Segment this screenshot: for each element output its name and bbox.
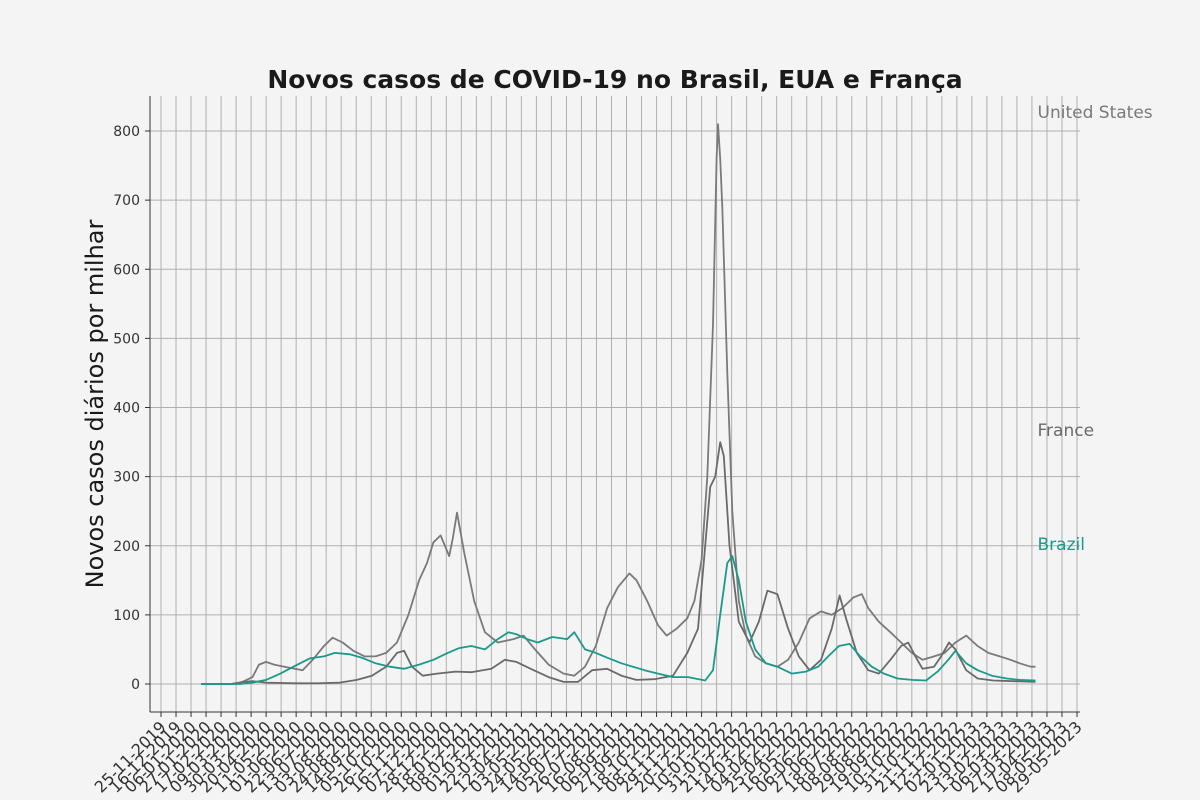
y-tick-label: 300 [113, 470, 140, 486]
series-line-brazil [201, 555, 1036, 685]
chart-title: Novos casos de COVID-19 no Brasil, EUA e… [267, 65, 962, 94]
y-tick-label: 0 [131, 677, 140, 693]
y-tick-label: 800 [113, 124, 140, 140]
series-line-united-states [201, 123, 1036, 685]
y-axis-label: Novos casos diários por milhar [81, 219, 109, 588]
axes [149, 96, 1080, 713]
series-end-labels: United States France Brazil [1038, 103, 1153, 555]
y-tick-label: 500 [113, 331, 140, 347]
y-tick-labels: 0 100 200 300 400 500 600 700 800 [113, 124, 150, 693]
series-label-france: France [1038, 421, 1095, 441]
y-tick-label: 600 [113, 262, 140, 278]
series-label-brazil: Brazil [1038, 535, 1085, 555]
series-label-united-states: United States [1038, 103, 1153, 123]
x-tick-labels: 25-11-201916-12-201906-01-202027-01-2020… [91, 712, 1086, 797]
series-line-france [201, 441, 1036, 685]
y-tick-label: 700 [113, 193, 140, 209]
y-tick-label: 400 [113, 401, 140, 417]
x-gridlines [160, 96, 1078, 712]
y-tick-label: 100 [113, 608, 140, 624]
y-tick-label: 200 [113, 539, 140, 555]
y-gridlines [150, 130, 1080, 685]
series-lines [201, 123, 1036, 685]
